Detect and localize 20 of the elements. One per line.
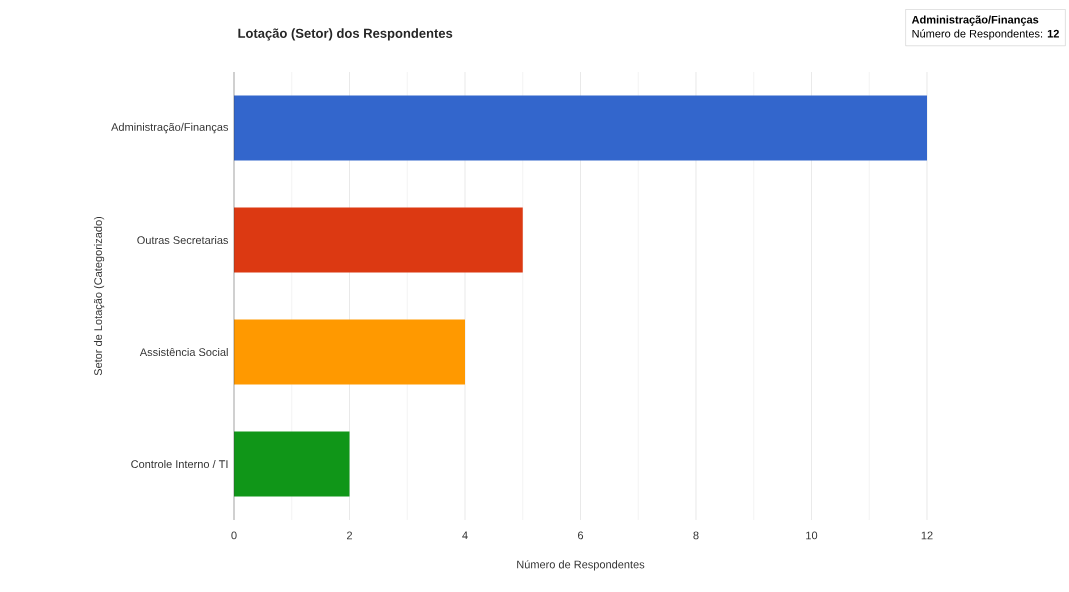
y-tick-label: Controle Interno / TI: [131, 459, 228, 469]
text: Administração/Finanças: [911, 15, 1039, 26]
x-tick-label: 6: [578, 531, 584, 540]
x-tick-label: 2: [347, 531, 353, 540]
x-tick-label: 10: [806, 531, 818, 540]
bar: [234, 319, 465, 385]
x-tick-label: 12: [921, 531, 933, 540]
x-tick-label: 8: [693, 531, 699, 540]
bar: [234, 207, 523, 273]
x-axis-title: Número de Respondentes: [517, 560, 645, 571]
x-tick-label: 4: [462, 531, 468, 540]
y-tick-label: Assistência Social: [139, 347, 228, 357]
x-tick-label: 0: [231, 531, 237, 540]
bar: [234, 431, 350, 497]
chart-title: Lotação (Setor) dos Respondentes: [238, 28, 453, 41]
bar: [234, 95, 927, 161]
y-tick-label: Outras Secretarias: [137, 235, 229, 245]
y-tick-label: Administração/Finanças: [111, 122, 229, 134]
text: Número de Respondentes: 12: [912, 29, 1059, 40]
y-axis-title: Setor de Lotação (Categorizado): [93, 216, 105, 376]
